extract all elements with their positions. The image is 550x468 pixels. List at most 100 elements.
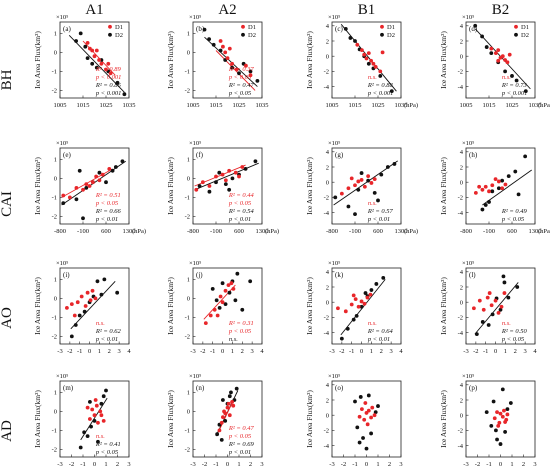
d1-point bbox=[231, 287, 236, 291]
d1-point bbox=[222, 409, 226, 414]
d1-point bbox=[234, 67, 239, 72]
d1-point bbox=[79, 294, 84, 299]
d1-fit-line bbox=[82, 40, 116, 76]
scale-label: ×10⁵ bbox=[328, 373, 340, 380]
d2-point bbox=[223, 182, 228, 187]
d2-point bbox=[243, 167, 248, 171]
d2-point bbox=[508, 401, 513, 405]
d1-point bbox=[360, 48, 364, 53]
d2-fit-line bbox=[194, 162, 259, 191]
y-axis-label: Ice Area Flux(km²) bbox=[439, 277, 448, 335]
d1-point bbox=[218, 294, 223, 299]
panel-p: -3 -2 -1 0 1 2 3 -4 -2 0 2 4 ×10⁵ Ice Area Flux(km²) (… bbox=[439, 373, 537, 468]
d1-point bbox=[231, 403, 236, 408]
d2-point bbox=[523, 154, 528, 159]
d2-point bbox=[82, 430, 87, 435]
d1-point bbox=[372, 413, 377, 418]
d2-point bbox=[506, 295, 511, 300]
y-tick-label: 4 bbox=[326, 382, 330, 389]
d1-point bbox=[490, 183, 495, 188]
x-tick-label: 1 bbox=[510, 461, 513, 468]
d2-point bbox=[506, 174, 511, 179]
d2-point bbox=[84, 186, 89, 190]
d1-point bbox=[497, 420, 502, 425]
x-tick-label: -2 bbox=[475, 461, 480, 468]
x-tick-label: 0 bbox=[221, 348, 224, 355]
scale-label: ×10⁵ bbox=[189, 260, 201, 267]
y-tick-label: -2 bbox=[324, 315, 329, 322]
y-tick-label: -4 bbox=[458, 330, 464, 337]
d1-point bbox=[98, 409, 103, 414]
x-unit-label: (hPa) bbox=[404, 228, 418, 235]
d2-point bbox=[366, 393, 371, 398]
d1-point bbox=[502, 408, 506, 413]
y-tick-label: 2 bbox=[326, 38, 329, 45]
legend-marker-d2 bbox=[241, 32, 245, 37]
row-header-ad: AD bbox=[0, 420, 15, 442]
x-tick-label: -2 bbox=[339, 348, 344, 355]
plot-frame bbox=[192, 147, 263, 225]
y-tick-label: 0 bbox=[460, 300, 463, 307]
y-tick-label: 1 bbox=[54, 31, 57, 38]
d2-point bbox=[99, 292, 104, 297]
d2-point bbox=[115, 80, 120, 85]
stat-annotation: n.s. bbox=[229, 336, 238, 343]
d1-point bbox=[225, 56, 230, 60]
x-tick-label: -2 bbox=[202, 461, 207, 468]
stat-annotation: p < 0.01 bbox=[367, 336, 390, 343]
d2-point bbox=[514, 78, 519, 83]
d1-point bbox=[194, 187, 199, 192]
y-tick-label: 0 bbox=[460, 413, 463, 420]
y-tick-label: -4 bbox=[324, 84, 330, 91]
d2-point bbox=[480, 34, 484, 39]
d2-point bbox=[95, 279, 100, 284]
d1-point bbox=[220, 172, 225, 177]
x-tick-label: 0 bbox=[360, 348, 363, 355]
d2-point bbox=[510, 74, 514, 78]
d2-point bbox=[339, 336, 344, 341]
d1-point bbox=[366, 51, 371, 56]
d1-point bbox=[494, 51, 498, 56]
column-header-b2: B2 bbox=[492, 2, 510, 18]
y-tick-label: -4 bbox=[324, 330, 330, 337]
y-tick-label: 4 bbox=[460, 149, 464, 156]
y-tick-label: 0 bbox=[54, 296, 57, 303]
d2-point bbox=[502, 280, 507, 285]
d2-point bbox=[211, 42, 216, 47]
x-tick-label: 4 bbox=[533, 348, 537, 355]
d2-point bbox=[359, 304, 364, 309]
d1-point bbox=[477, 298, 482, 303]
stat-annotation: R² = 0.51 bbox=[95, 192, 121, 199]
d2-point bbox=[104, 180, 108, 185]
d2-point bbox=[379, 172, 384, 177]
y-tick-label: 1 bbox=[187, 277, 190, 284]
y-axis-label: Ice Area Flux(km²) bbox=[305, 157, 314, 215]
x-tick-label: -1 bbox=[483, 348, 488, 355]
d1-point bbox=[364, 56, 369, 61]
y-axis-label: Ice Area Flux(km²) bbox=[439, 157, 448, 215]
d2-point bbox=[474, 332, 479, 337]
d1-point bbox=[230, 400, 235, 404]
panel-letter: (o) bbox=[335, 384, 344, 392]
d1-point bbox=[499, 304, 504, 309]
stat-annotation: R² = 0.57 bbox=[367, 208, 394, 215]
y-tick-label: 0 bbox=[187, 50, 190, 57]
d1-point bbox=[360, 407, 364, 412]
d1-point bbox=[67, 195, 72, 200]
d2-fit-line bbox=[474, 28, 531, 90]
y-tick-label: -4 bbox=[458, 84, 464, 91]
scale-label: ×10⁵ bbox=[462, 373, 474, 380]
d1-point bbox=[481, 307, 486, 312]
d2-point bbox=[122, 92, 127, 97]
d1-point bbox=[505, 412, 510, 417]
y-tick-label: -2 bbox=[324, 195, 329, 202]
plot-frame bbox=[59, 147, 130, 225]
d1-point bbox=[223, 288, 228, 293]
d2-point bbox=[214, 180, 218, 185]
y-tick-label: -1 bbox=[185, 428, 190, 435]
x-tick-label: 1005 bbox=[54, 102, 67, 109]
y-axis-label: Ice Area Flux(km²) bbox=[305, 31, 314, 89]
x-tick-label: 1 bbox=[237, 461, 240, 468]
d2-point bbox=[233, 298, 238, 303]
d1-point bbox=[359, 299, 364, 304]
